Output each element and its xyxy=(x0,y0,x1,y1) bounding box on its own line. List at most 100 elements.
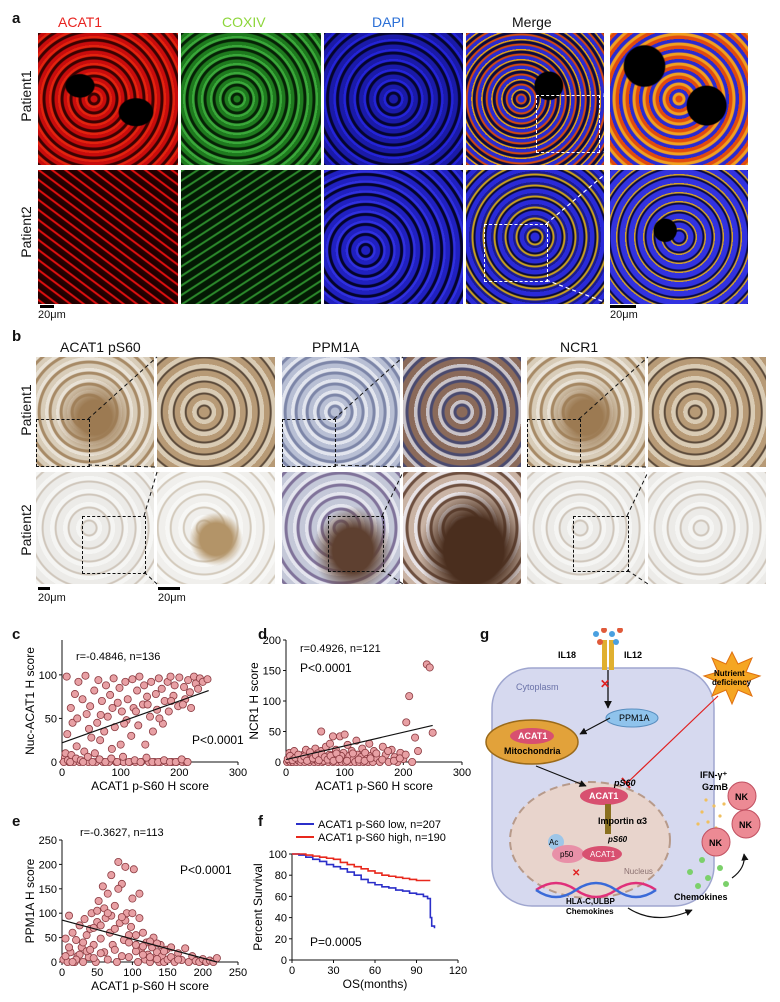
data-point xyxy=(335,754,344,763)
ihc-zoom-box xyxy=(527,419,581,467)
data-point xyxy=(348,749,357,758)
data-point xyxy=(194,684,203,693)
data-point xyxy=(96,934,105,943)
panel-label-e: e xyxy=(12,813,21,830)
data-point xyxy=(97,697,106,706)
data-point xyxy=(103,955,112,964)
data-point xyxy=(372,749,381,758)
x-axis-label: OS(months) xyxy=(343,977,408,991)
nk-cell-2 xyxy=(731,809,761,839)
data-point xyxy=(79,957,88,966)
correlation-annotation: r=-0.3627, n=113 xyxy=(80,827,164,839)
data-point xyxy=(112,957,121,966)
receptor-icon xyxy=(593,628,623,670)
micrograph-merge-p1 xyxy=(466,33,604,165)
x-tick-label: 0 xyxy=(59,967,65,979)
x-tick-label: 300 xyxy=(229,767,247,779)
y-tick-label: 250 xyxy=(39,835,57,847)
nutrient-label-1: Nutrient xyxy=(714,669,745,678)
ps60-label-nucleus: pS60 xyxy=(607,835,628,844)
x-tick-label: 150 xyxy=(158,967,176,979)
data-point xyxy=(65,943,74,952)
data-point xyxy=(119,752,128,761)
y-tick-label: 20 xyxy=(275,934,287,946)
ihc-zoom-box xyxy=(328,516,384,572)
data-point xyxy=(145,712,154,721)
il18-label: IL18 xyxy=(558,650,576,660)
panel-label-f: f xyxy=(258,813,263,830)
header-merge: Merge xyxy=(512,14,552,30)
x-tick-label: 0 xyxy=(283,767,289,779)
nk-cell-3 xyxy=(701,827,731,857)
x-axis-label: ACAT1 p-S60 H score xyxy=(91,779,209,793)
p50-label: p50 xyxy=(560,850,574,859)
ihc-ppm1a-p2 xyxy=(282,472,400,584)
data-point xyxy=(317,727,326,736)
data-point xyxy=(128,909,137,918)
data-point xyxy=(117,952,126,961)
data-point xyxy=(84,724,93,733)
header-acat1-ps60: ACAT1 pS60 xyxy=(60,339,141,355)
data-point xyxy=(141,740,150,749)
data-point xyxy=(61,952,70,961)
data-point xyxy=(395,754,404,763)
data-point xyxy=(96,736,105,745)
nk-label-1: NK xyxy=(735,792,748,802)
header-ncr1: NCR1 xyxy=(560,339,599,355)
data-point xyxy=(79,938,88,947)
data-point xyxy=(153,955,162,964)
acat1-node-mito xyxy=(510,728,554,744)
scatter-chart-e: 0 50 100 150 200 250 0 50 100 150 200 250 ACAT1 p-S6… xyxy=(23,827,247,993)
acat1-label-ps60: ACAT1 xyxy=(589,791,618,801)
x-tick-label: 100 xyxy=(123,967,141,979)
p-value: P<0.0001 xyxy=(300,661,352,675)
survival-chart-f: 0 30 60 90 120 0 20 40 60 80 100 ACAT1 p-S60 low, n… xyxy=(251,819,467,991)
data-point xyxy=(155,714,164,723)
y-tick-label: 0 xyxy=(51,757,57,769)
regression-line xyxy=(61,689,209,744)
data-point xyxy=(98,882,107,891)
cytoplasm-label: Cytoplasm xyxy=(516,682,559,692)
ihc-acat1-p1-zoom xyxy=(157,357,275,467)
data-point xyxy=(411,733,420,742)
survival-curve-high xyxy=(292,853,431,882)
data-point xyxy=(110,901,119,910)
ac-label: Ac xyxy=(549,838,558,847)
y-tick-label: 0 xyxy=(281,955,287,967)
mechanism-diagram-g: IL18 IL12 Cytoplasm ✕ PPM1A ACAT1 Mitoch… xyxy=(485,628,762,919)
importin-label: Importin α3 xyxy=(598,816,647,826)
acat1-node-ps60 xyxy=(580,787,628,805)
data-point xyxy=(126,922,135,931)
data-point xyxy=(114,884,123,893)
data-point xyxy=(113,757,122,766)
data-point xyxy=(121,862,130,871)
data-point xyxy=(138,950,147,959)
regression-line xyxy=(285,724,433,761)
ihc-zoom-box xyxy=(36,419,90,467)
x-tick-label: 300 xyxy=(453,767,471,779)
data-point xyxy=(88,757,97,766)
data-point xyxy=(124,953,133,962)
data-point xyxy=(109,674,118,683)
data-point xyxy=(114,857,123,866)
data-point xyxy=(145,953,154,962)
data-point xyxy=(113,698,122,707)
data-point xyxy=(135,889,144,898)
data-point xyxy=(108,703,117,712)
data-point xyxy=(366,754,375,763)
ihc-zoom-box xyxy=(573,516,629,572)
x-tick-label: 0 xyxy=(289,965,295,977)
p-value: P<0.0001 xyxy=(180,863,232,877)
data-point xyxy=(86,945,95,954)
data-point xyxy=(402,718,411,727)
data-point xyxy=(107,744,116,753)
data-point xyxy=(425,663,434,672)
ihc-acat1-p2-zoom xyxy=(157,472,275,584)
data-point xyxy=(121,677,130,686)
x-tick-label: 200 xyxy=(194,967,212,979)
data-point xyxy=(401,750,410,759)
panel-label-b: b xyxy=(12,328,22,345)
data-point xyxy=(138,928,147,937)
x-tick-label: 50 xyxy=(91,967,103,979)
